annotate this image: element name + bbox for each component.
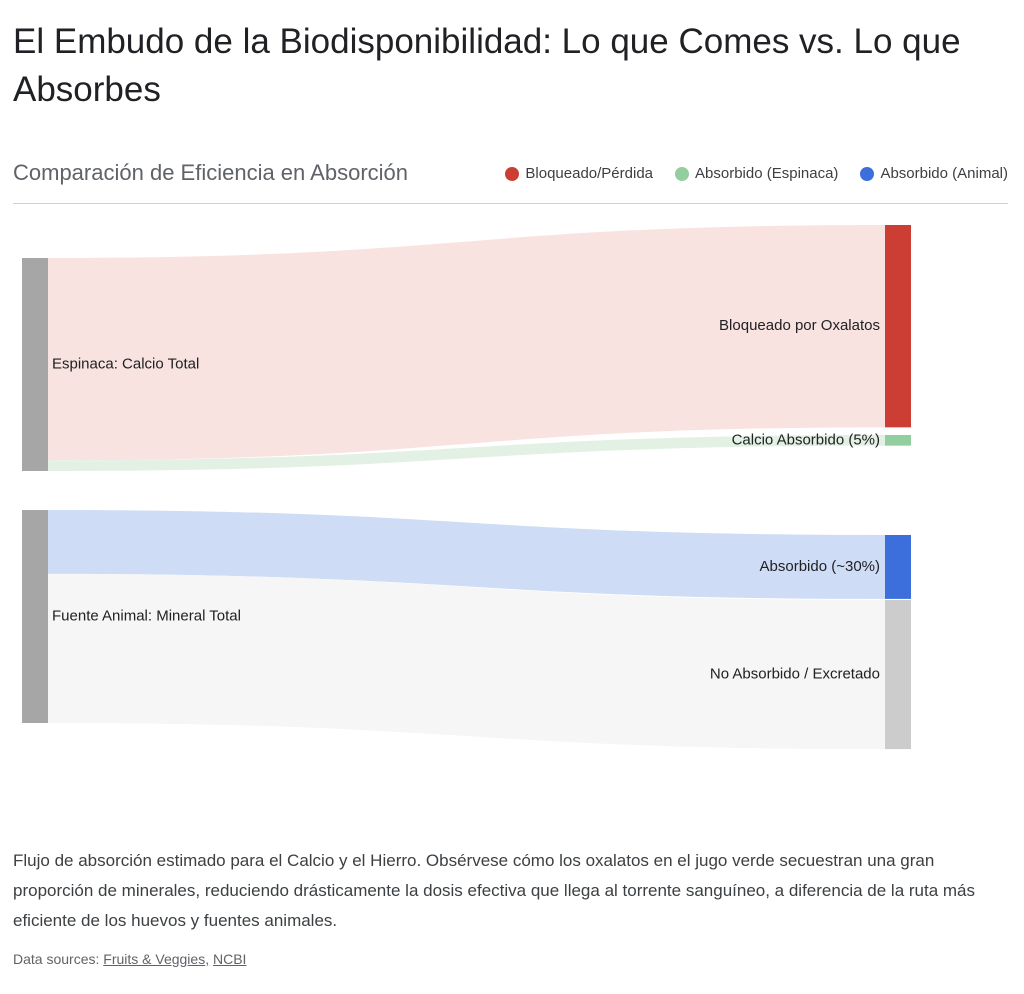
node — [885, 535, 911, 599]
legend-label: Bloqueado/Pérdida — [525, 165, 654, 182]
divider — [13, 203, 1008, 204]
sources-label: Data sources: — [13, 951, 100, 967]
chart-subtitle: Comparación de Eficiencia en Absorción — [13, 160, 409, 185]
legend-label: Absorbido (Espinaca) — [695, 165, 839, 182]
legend-swatch — [675, 166, 690, 181]
node-label: No Absorbido / Excretado — [710, 666, 880, 683]
legend-swatch — [505, 166, 520, 181]
source-link[interactable]: NCBI — [212, 951, 247, 967]
chart: Espinaca: Calcio Total Fuente Animal: Min… — [22, 225, 911, 750]
node-label: Bloqueado por Oxalatos — [719, 317, 880, 334]
legend-swatch — [860, 166, 875, 181]
legend-label: Absorbido (Animal) — [880, 165, 1008, 182]
node-label: Espinaca: Calcio Total — [52, 355, 199, 372]
node-label: Absorbido (~30%) — [760, 558, 880, 575]
node — [885, 600, 911, 750]
legend-item: Bloqueado/Pérdida — [505, 165, 653, 182]
link — [48, 510, 885, 599]
legend: Bloqueado/Pérdida Absorbido (Espinaca) Abs… — [505, 165, 1008, 182]
node — [22, 510, 48, 723]
node — [22, 258, 48, 471]
node-label: Calcio Absorbido (5%) — [732, 431, 880, 448]
link — [48, 435, 885, 471]
source-links: Fruits & Veggies NCBI — [103, 951, 246, 967]
legend-item: Absorbido (Animal) — [860, 165, 1008, 182]
link — [48, 225, 885, 461]
source-link[interactable]: Fruits & Veggies — [103, 951, 209, 967]
sources: Data sources: Fruits & Veggies NCBI — [13, 951, 246, 967]
node-label: Fuente Animal: Mineral Total — [52, 607, 241, 624]
caption: Flujo de absorción estimado para el Calc… — [13, 851, 976, 930]
node — [885, 225, 911, 428]
legend-item: Absorbido (Espinaca) — [675, 165, 838, 182]
chart-title: El Embudo de la Biodisponibilidad: Lo qu… — [13, 22, 961, 109]
node — [885, 435, 911, 446]
link — [48, 573, 885, 750]
